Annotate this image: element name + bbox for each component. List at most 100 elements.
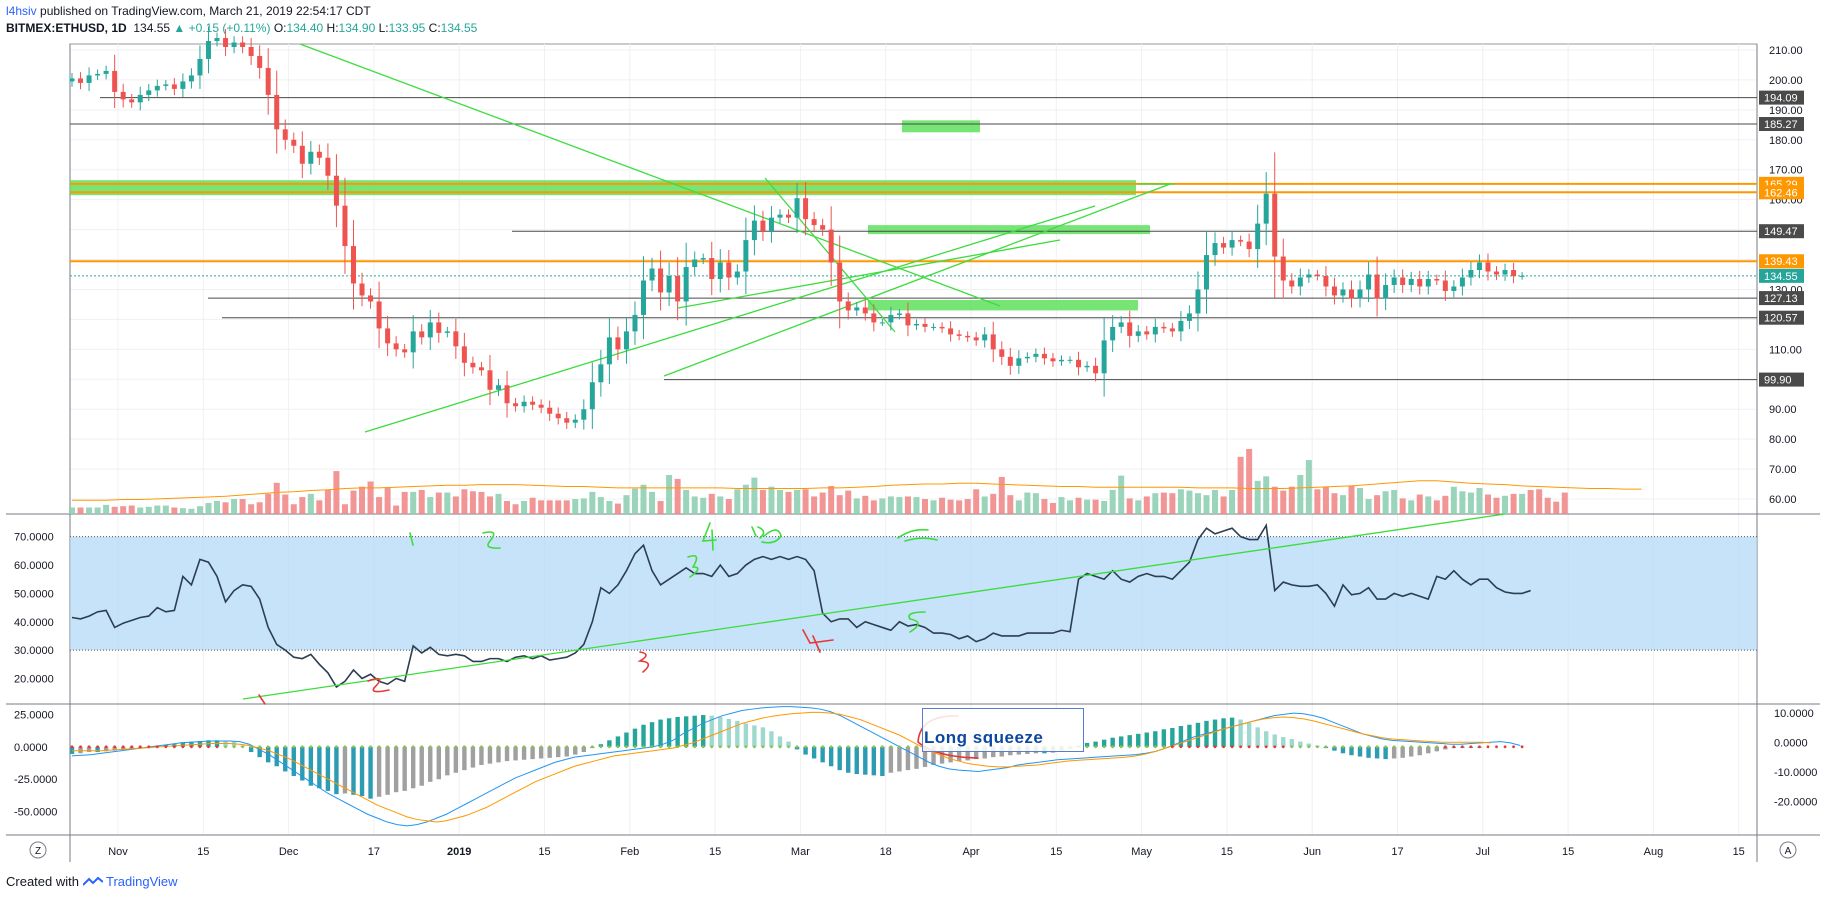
squeeze-dot	[147, 745, 151, 749]
candle-body	[146, 90, 152, 95]
volume-bar	[1502, 495, 1509, 514]
macd-histogram-bar	[1349, 746, 1354, 756]
macd-histogram-bar	[112, 746, 117, 751]
candle-body	[1093, 365, 1099, 374]
price-axis-tick: 200.00	[1769, 75, 1803, 87]
squeeze-dot	[1290, 745, 1294, 749]
candle-body	[154, 85, 160, 91]
volume-bar	[384, 488, 391, 514]
volume-ma-line	[72, 480, 1642, 501]
volume-bar	[359, 486, 366, 514]
price-level-tag	[1759, 310, 1804, 325]
macd-histogram-bar	[777, 736, 783, 747]
volume-bar	[930, 500, 937, 514]
macd-histogram-bar	[1289, 739, 1294, 747]
candle-body	[1357, 289, 1363, 299]
macd-histogram-bar	[95, 746, 100, 752]
macd-histogram-bar	[931, 746, 936, 765]
macd-histogram-bar	[726, 718, 732, 747]
price-level-tag	[1759, 117, 1804, 132]
squeeze-dot	[1392, 745, 1396, 749]
macd-histogram-bar	[1101, 739, 1107, 747]
candle-body	[1246, 241, 1252, 250]
author-name[interactable]: l4hsiv	[6, 4, 37, 18]
volume-bar	[776, 489, 783, 514]
volume-bar	[1118, 475, 1125, 514]
volume-bar	[1297, 475, 1304, 514]
volume-bar	[1314, 489, 1321, 514]
volume-bar	[691, 496, 698, 514]
volume-bar	[572, 499, 579, 514]
created-with-text: Created with	[6, 874, 79, 889]
volume-bar	[1459, 491, 1466, 514]
candle-body	[1391, 277, 1397, 285]
macd-histogram-bar	[547, 746, 552, 758]
macd-histogram-bar	[760, 727, 766, 747]
candle-body	[350, 246, 356, 284]
candle-body	[683, 267, 689, 302]
candle-body	[948, 328, 954, 335]
volume-bar	[1561, 492, 1568, 514]
wave-mark	[258, 694, 266, 705]
volume-bar	[896, 497, 903, 514]
squeeze-dot	[309, 745, 313, 749]
volume-bar	[1271, 486, 1278, 514]
price-axis-tick: 70.00	[1769, 464, 1797, 476]
macd-histogram-bar	[1426, 746, 1431, 754]
volume-bar	[512, 504, 519, 514]
squeeze-dot	[625, 745, 628, 749]
macd-histogram-bar	[120, 746, 126, 751]
squeeze-dot	[275, 745, 279, 749]
published-text: published on TradingView.com, March 21, …	[40, 4, 371, 18]
squeeze-dot	[753, 745, 756, 749]
tradingview-brand[interactable]: TradingView	[106, 874, 178, 889]
macd-right-tick: 0.0000	[1774, 738, 1808, 750]
squeeze-dot	[522, 745, 526, 749]
macd-histogram-bar	[615, 736, 621, 747]
price-level-label: 139.43	[1764, 256, 1798, 268]
squeeze-dot	[420, 745, 424, 749]
candle-body	[504, 385, 510, 404]
candle-body	[598, 364, 604, 383]
macd-histogram-bar	[692, 715, 697, 747]
volume-bar	[836, 495, 843, 514]
volume-bar	[1049, 502, 1056, 514]
price-axis-tick: 190.00	[1769, 105, 1803, 117]
squeeze-dot	[906, 745, 910, 749]
candle-body	[1289, 280, 1295, 287]
squeeze-dot	[633, 745, 637, 749]
macd-histogram-bar	[607, 740, 612, 747]
candle-body	[112, 70, 118, 92]
uptrend-line	[364, 205, 1096, 433]
x-tick-label: Apr	[962, 846, 979, 858]
volume-bar	[179, 508, 186, 514]
volume-bar	[333, 471, 340, 514]
rsi-axis-tick: 40.0000	[14, 617, 54, 629]
volume-bar	[188, 508, 195, 514]
macd-histogram-bar	[811, 746, 817, 759]
symbol-title[interactable]: BITMEX:ETHUSD, 1D	[6, 21, 127, 35]
macd-histogram-bar	[351, 746, 356, 795]
macd-histogram-bar	[1272, 734, 1277, 747]
candle-body	[717, 262, 723, 279]
candle-body	[402, 349, 408, 353]
price-axis-tick: 60.00	[1769, 494, 1797, 506]
candle-body	[393, 343, 399, 350]
squeeze-dot	[317, 745, 321, 749]
x-tick-label: Mar	[791, 846, 810, 858]
macd-histogram-bar	[538, 746, 544, 759]
volume-bar	[580, 498, 587, 514]
squeeze-dot	[821, 745, 825, 749]
x-tick-label: 17	[368, 846, 380, 858]
price-axis-tick: 80.00	[1769, 434, 1797, 446]
x-tick-label: May	[1131, 846, 1152, 858]
squeeze-dot	[1469, 745, 1473, 749]
macd-histogram-bar	[632, 728, 638, 747]
squeeze-dot	[744, 745, 748, 749]
volume-bar	[734, 489, 741, 514]
squeeze-dot	[121, 745, 125, 749]
macd-histogram-bar	[1391, 746, 1397, 759]
candle-body	[1135, 331, 1141, 336]
candle-body	[1041, 353, 1047, 359]
